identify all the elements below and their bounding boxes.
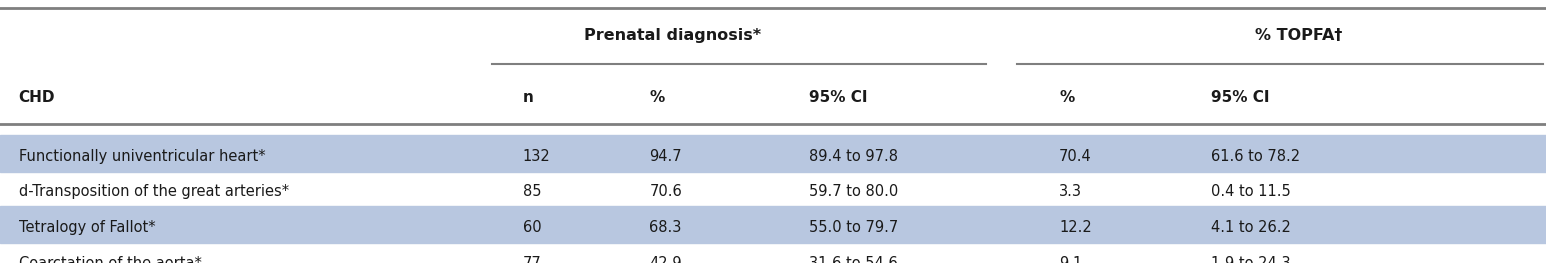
Text: 132: 132	[523, 149, 550, 164]
Text: 0.4 to 11.5: 0.4 to 11.5	[1211, 184, 1291, 200]
Text: d-Transposition of the great arteries*: d-Transposition of the great arteries*	[19, 184, 289, 200]
Text: 9.1: 9.1	[1059, 255, 1082, 263]
Text: 85: 85	[523, 184, 541, 200]
Text: 4.1 to 26.2: 4.1 to 26.2	[1211, 220, 1291, 235]
Text: 77: 77	[523, 255, 541, 263]
Text: 1.9 to 24.3: 1.9 to 24.3	[1211, 255, 1291, 263]
Text: 59.7 to 80.0: 59.7 to 80.0	[809, 184, 898, 200]
Text: 12.2: 12.2	[1059, 220, 1091, 235]
Bar	[0, 135, 1546, 172]
Bar	[0, 206, 1546, 243]
Text: Prenatal diagnosis*: Prenatal diagnosis*	[584, 28, 761, 43]
Text: 70.4: 70.4	[1059, 149, 1091, 164]
Text: n: n	[523, 90, 533, 105]
Text: Coarctation of the aorta*: Coarctation of the aorta*	[19, 255, 201, 263]
Text: 60: 60	[523, 220, 541, 235]
Text: 95% CI: 95% CI	[1211, 90, 1269, 105]
Text: 55.0 to 79.7: 55.0 to 79.7	[809, 220, 898, 235]
Text: 3.3: 3.3	[1059, 184, 1082, 200]
Text: 31.6 to 54.6: 31.6 to 54.6	[809, 255, 897, 263]
Text: Functionally univentricular heart*: Functionally univentricular heart*	[19, 149, 266, 164]
Text: %: %	[1059, 90, 1074, 105]
Text: CHD: CHD	[19, 90, 56, 105]
Text: 70.6: 70.6	[649, 184, 682, 200]
Text: 68.3: 68.3	[649, 220, 682, 235]
Text: %: %	[649, 90, 665, 105]
Text: Tetralogy of Fallot*: Tetralogy of Fallot*	[19, 220, 155, 235]
Text: % TOPFA†: % TOPFA†	[1255, 28, 1342, 43]
Text: 42.9: 42.9	[649, 255, 682, 263]
Text: 95% CI: 95% CI	[809, 90, 867, 105]
Text: 89.4 to 97.8: 89.4 to 97.8	[809, 149, 898, 164]
Text: 94.7: 94.7	[649, 149, 682, 164]
Text: 61.6 to 78.2: 61.6 to 78.2	[1211, 149, 1300, 164]
